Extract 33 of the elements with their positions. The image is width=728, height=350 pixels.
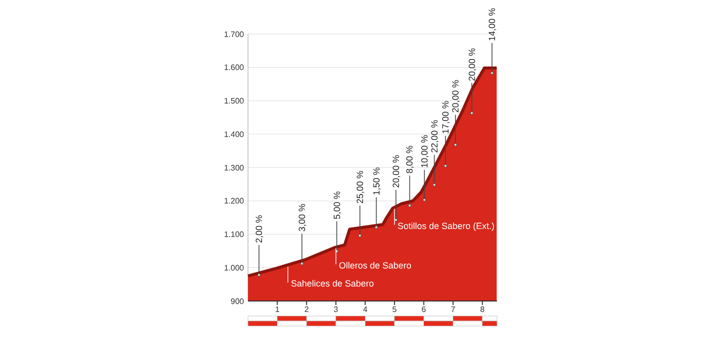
x-tick-label: 6 — [422, 305, 427, 314]
y-tick-label: 1.200 — [224, 196, 245, 206]
annotation: 1,50 % — [371, 167, 382, 196]
y-tick-label: 900 — [230, 296, 245, 306]
annotation: 17,00 % — [440, 100, 450, 134]
annotation: 5,00 % — [332, 191, 342, 220]
x-tick-label: 1 — [275, 305, 280, 314]
annotation: 25,00 % — [354, 170, 365, 204]
annotation: Olleros de Sabero — [338, 260, 412, 270]
x-tick-label: 2 — [304, 305, 310, 314]
y-tick-label: 1.300 — [224, 163, 245, 172]
x-tick-label: 8 — [480, 305, 486, 314]
annotation: 20,00 % — [466, 48, 477, 82]
x-tick-label: 4 — [362, 305, 368, 314]
y-tick-label: 1.000 — [224, 263, 245, 272]
annotation: 20,00 % — [390, 154, 401, 188]
annotation: Sahelices de Sabero — [290, 278, 374, 289]
annotation: 22,00 % — [429, 120, 440, 153]
y-tick-label: 1.400 — [224, 130, 245, 139]
annotation: 2,00 % — [254, 214, 264, 243]
x-tick-label: 5 — [392, 305, 398, 314]
y-tick-label: 1.600 — [224, 63, 245, 72]
y-tick-label: 1.100 — [224, 230, 245, 240]
y-tick-label: 1.500 — [224, 96, 245, 106]
annotation: Sotillos de Sabero (Ext.) — [397, 220, 495, 231]
annotation: 3,00 % — [296, 204, 307, 232]
annotation: 10,00 % — [419, 134, 430, 168]
annotation: 8,00 % — [404, 146, 415, 174]
annotation: 14,00 % — [487, 8, 498, 42]
x-tick-label: 3 — [334, 305, 339, 314]
x-tick-label: 7 — [450, 305, 456, 314]
annotation: 20,00 % — [450, 80, 460, 113]
y-tick-label: 1.700 — [224, 30, 245, 39]
